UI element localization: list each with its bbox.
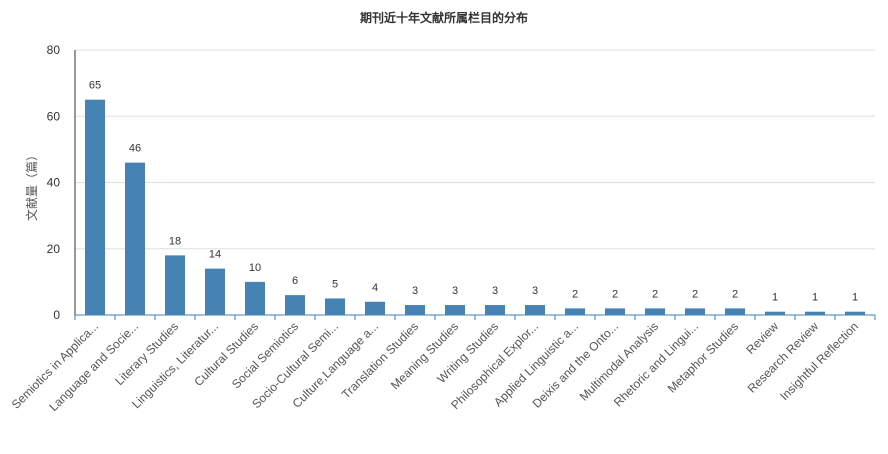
- bar[interactable]: [645, 308, 665, 315]
- bar[interactable]: [245, 281, 265, 315]
- data-label: 2: [692, 288, 698, 300]
- bar[interactable]: [325, 298, 345, 315]
- bar[interactable]: [525, 305, 545, 315]
- data-label: 5: [332, 278, 338, 290]
- bar[interactable]: [485, 305, 505, 315]
- y-tick-label: 80: [47, 43, 61, 57]
- data-label: 4: [372, 282, 378, 294]
- bar[interactable]: [285, 295, 305, 315]
- bar[interactable]: [125, 162, 145, 315]
- data-label: 14: [209, 249, 221, 261]
- data-label: 46: [129, 143, 141, 155]
- bar[interactable]: [765, 311, 785, 315]
- data-label: 2: [732, 288, 738, 300]
- data-label: 3: [532, 285, 538, 297]
- y-axis-ticks: 0 20 40 60 80: [47, 43, 61, 322]
- data-label: 3: [492, 285, 498, 297]
- data-label: 1: [772, 292, 778, 304]
- y-axis-label: 文献量（篇）: [24, 149, 39, 221]
- bar[interactable]: [565, 308, 585, 315]
- bar[interactable]: [685, 308, 705, 315]
- x-axis-ticks: Semiotics in Applica...Language and Soci…: [9, 315, 876, 414]
- bar[interactable]: [605, 308, 625, 315]
- data-label: 1: [852, 292, 858, 304]
- chart-title: 期刊近十年文献所属栏目的分布: [360, 10, 528, 25]
- bar[interactable]: [365, 301, 385, 315]
- data-label: 3: [412, 285, 418, 297]
- bar[interactable]: [85, 99, 105, 315]
- x-tick-label: Metaphor Studies: [665, 319, 741, 395]
- data-label: 2: [572, 288, 578, 300]
- grid-lines: [75, 49, 875, 250]
- bar[interactable]: [165, 255, 185, 315]
- y-tick-label: 0: [53, 308, 60, 322]
- x-tick-label: Research Review: [745, 319, 822, 396]
- y-tick-label: 20: [47, 242, 61, 256]
- bar[interactable]: [445, 305, 465, 315]
- bar[interactable]: [845, 311, 865, 315]
- data-label: 10: [249, 262, 261, 274]
- data-label: 18: [169, 235, 181, 247]
- x-tick-label: Insightful Reflection: [777, 319, 861, 403]
- bar[interactable]: [405, 305, 425, 315]
- y-tick-label: 60: [47, 109, 61, 123]
- bar[interactable]: [805, 311, 825, 315]
- data-label: 6: [292, 275, 298, 287]
- y-tick-label: 40: [47, 176, 61, 190]
- x-tick-label: Review: [743, 319, 781, 357]
- bar[interactable]: [725, 308, 745, 315]
- data-label: 65: [89, 80, 101, 92]
- bar[interactable]: [205, 268, 225, 315]
- bars: [85, 99, 865, 315]
- data-label: 1: [812, 292, 818, 304]
- data-label: 2: [652, 288, 658, 300]
- data-label: 2: [612, 288, 618, 300]
- data-label: 3: [452, 285, 458, 297]
